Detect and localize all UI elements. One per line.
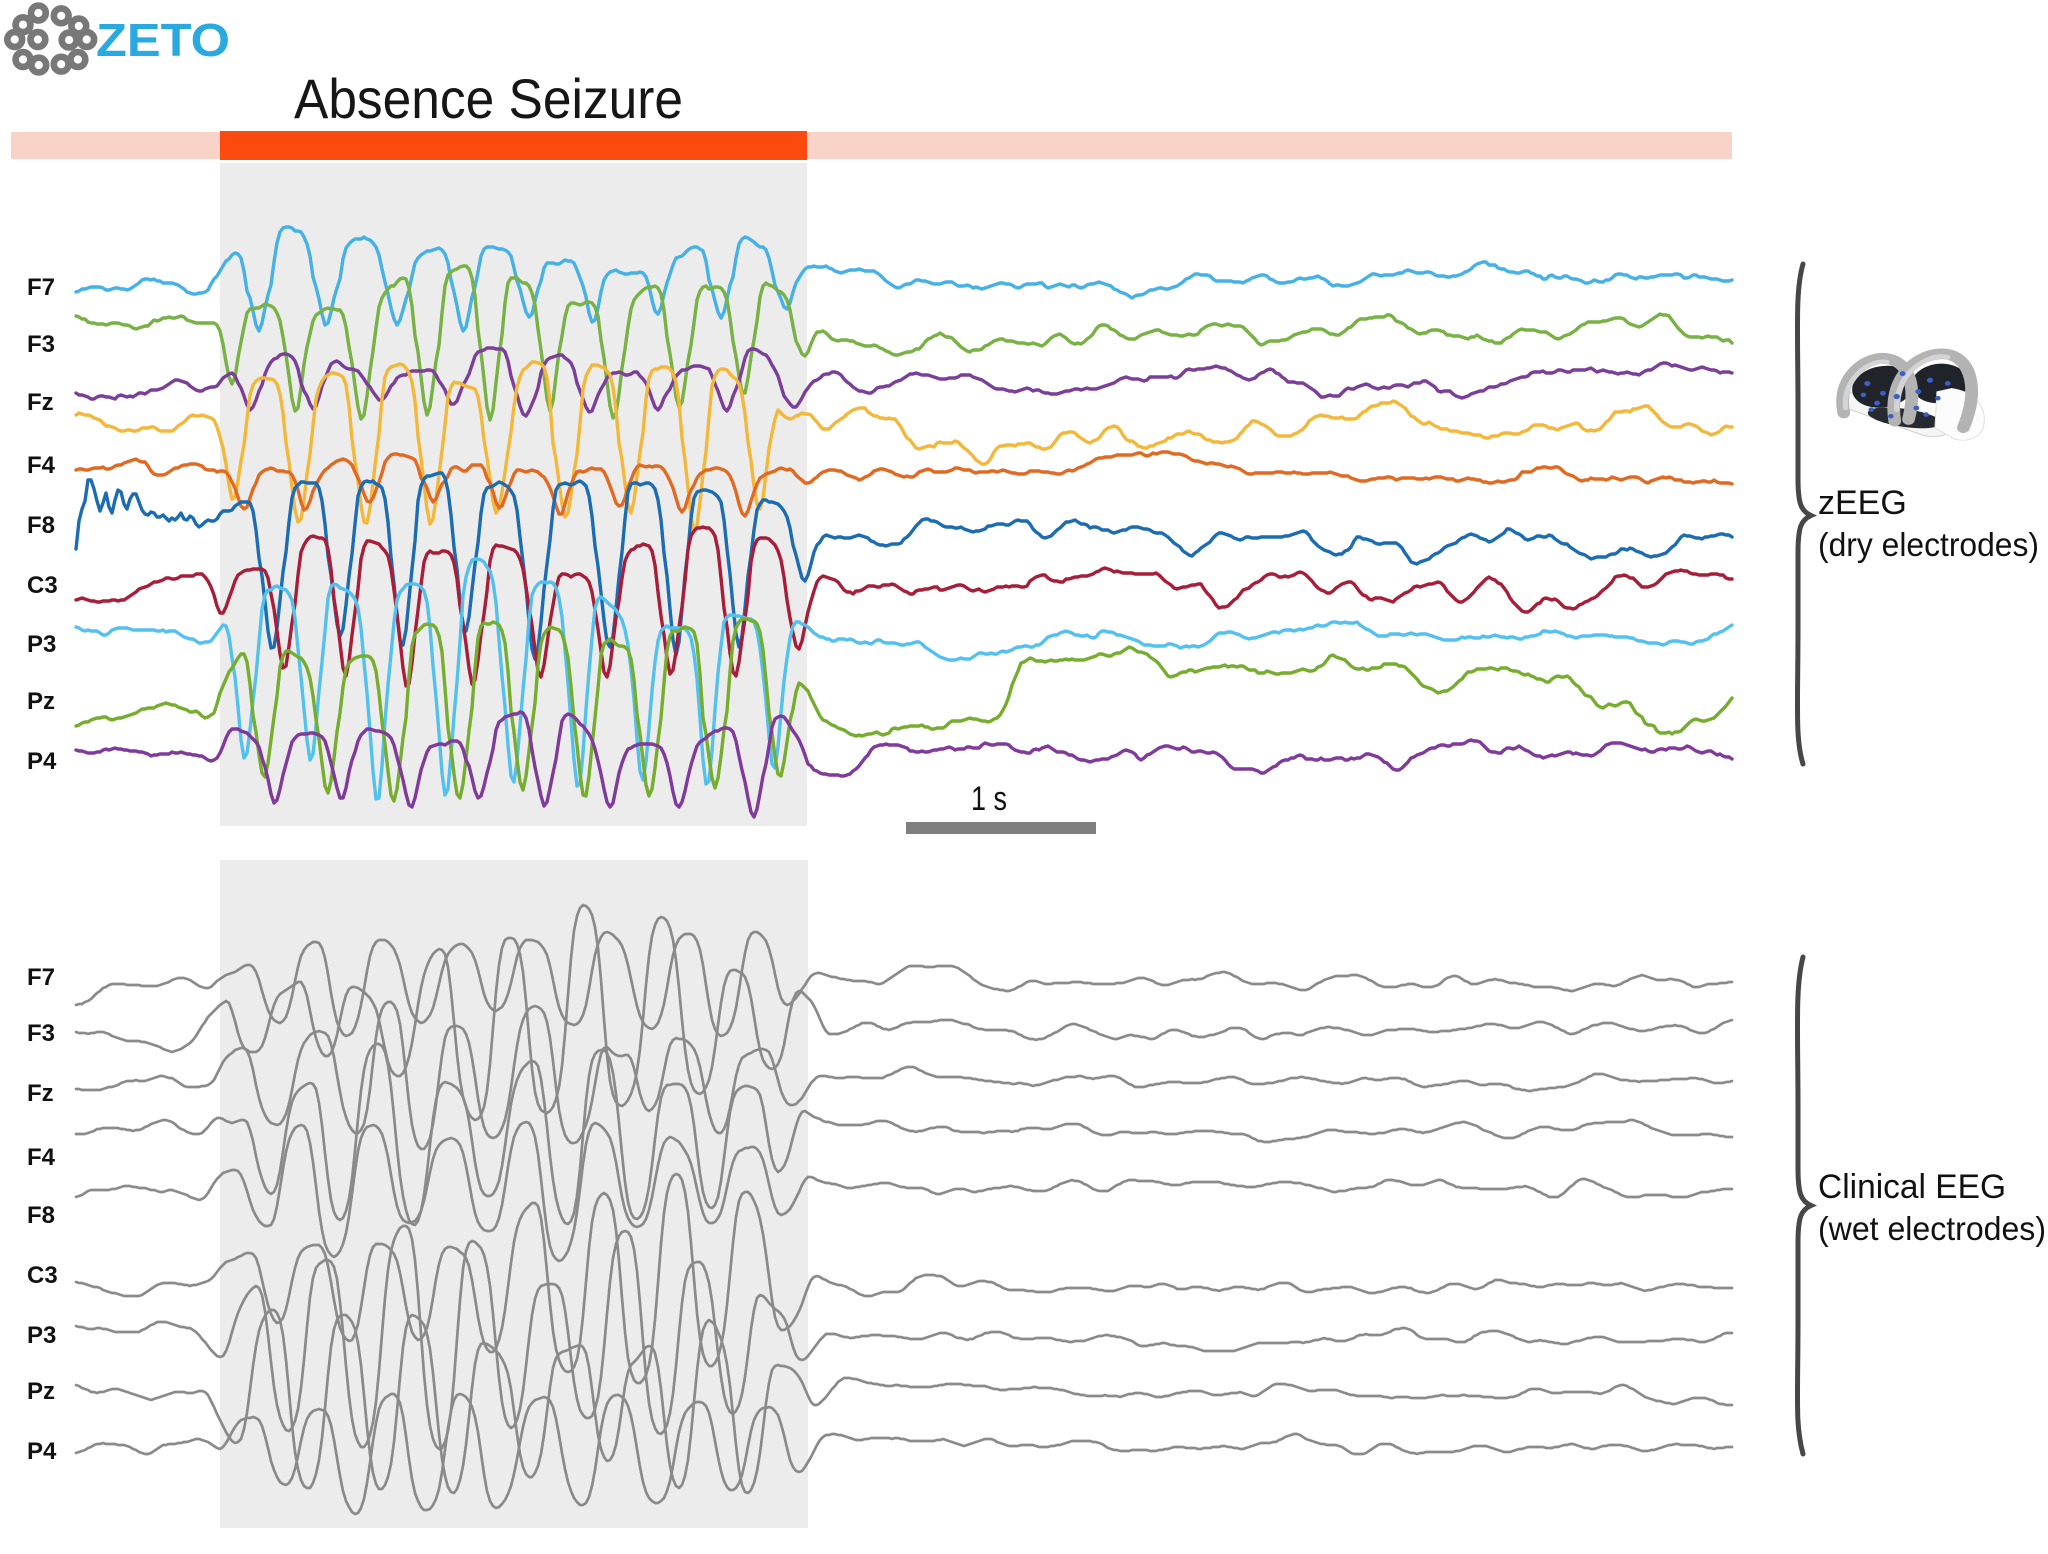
svg-text:F4: F4 xyxy=(27,452,56,479)
svg-text:C3: C3 xyxy=(27,1262,58,1289)
svg-text:Pz: Pz xyxy=(27,688,55,715)
svg-text:P4: P4 xyxy=(27,1438,57,1465)
svg-text:C3: C3 xyxy=(27,572,58,599)
svg-text:P3: P3 xyxy=(27,631,56,658)
svg-text:Pz: Pz xyxy=(27,1378,55,1405)
svg-text:F8: F8 xyxy=(27,512,55,539)
svg-text:(dry electrodes): (dry electrodes) xyxy=(1818,526,2039,563)
svg-text:zEEG: zEEG xyxy=(1818,484,1907,522)
svg-text:F4: F4 xyxy=(27,1144,56,1171)
svg-text:Fz: Fz xyxy=(27,1080,54,1107)
svg-text:(wet electrodes): (wet electrodes) xyxy=(1818,1210,2046,1247)
svg-text:F3: F3 xyxy=(27,331,55,358)
svg-text:F7: F7 xyxy=(27,274,55,301)
svg-text:F7: F7 xyxy=(27,964,55,991)
svg-text:Clinical EEG: Clinical EEG xyxy=(1818,1168,2006,1206)
svg-text:P3: P3 xyxy=(27,1322,56,1349)
svg-text:ZETO: ZETO xyxy=(96,14,230,66)
svg-text:Fz: Fz xyxy=(27,389,54,416)
svg-text:Absence Seizure: Absence Seizure xyxy=(294,67,683,130)
svg-text:P4: P4 xyxy=(27,748,57,775)
svg-text:F3: F3 xyxy=(27,1020,55,1047)
svg-text:1 s: 1 s xyxy=(971,780,1007,818)
svg-text:F8: F8 xyxy=(27,1202,55,1229)
